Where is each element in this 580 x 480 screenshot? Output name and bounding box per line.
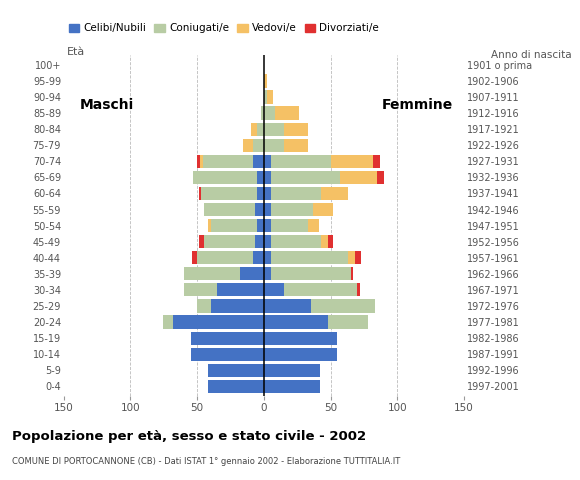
Bar bbox=[350, 267, 353, 280]
Bar bbox=[217, 283, 264, 297]
Bar bbox=[340, 171, 377, 184]
Bar bbox=[201, 187, 257, 200]
Bar bbox=[257, 219, 264, 232]
Bar bbox=[251, 122, 257, 136]
Text: Età: Età bbox=[67, 47, 85, 57]
Bar bbox=[162, 315, 173, 329]
Bar bbox=[264, 90, 267, 104]
Bar bbox=[374, 155, 380, 168]
Bar bbox=[264, 122, 284, 136]
Bar bbox=[190, 348, 264, 361]
Bar bbox=[204, 203, 255, 216]
Bar bbox=[328, 235, 334, 248]
Bar bbox=[270, 251, 348, 264]
Bar bbox=[257, 122, 264, 136]
Bar bbox=[264, 364, 320, 377]
Bar bbox=[264, 219, 270, 232]
Bar bbox=[211, 219, 257, 232]
Bar bbox=[284, 122, 308, 136]
Bar bbox=[200, 155, 202, 168]
Text: Maschi: Maschi bbox=[79, 98, 133, 112]
Bar bbox=[308, 219, 318, 232]
Text: COMUNE DI PORTOCANNONE (CB) - Dati ISTAT 1° gennaio 2002 - Elaborazione TUTTITAL: COMUNE DI PORTOCANNONE (CB) - Dati ISTAT… bbox=[12, 457, 400, 466]
Bar bbox=[357, 283, 360, 297]
Bar bbox=[264, 107, 274, 120]
Text: Femmine: Femmine bbox=[382, 98, 453, 112]
Bar bbox=[242, 139, 253, 152]
Bar bbox=[184, 283, 217, 297]
Bar bbox=[267, 90, 273, 104]
Bar bbox=[264, 203, 270, 216]
Bar bbox=[264, 300, 311, 312]
Bar bbox=[331, 155, 374, 168]
Bar bbox=[253, 155, 264, 168]
Bar bbox=[270, 203, 313, 216]
Bar bbox=[264, 315, 328, 329]
Bar bbox=[255, 235, 264, 248]
Bar bbox=[313, 203, 334, 216]
Bar bbox=[255, 203, 264, 216]
Bar bbox=[264, 139, 284, 152]
Bar bbox=[270, 171, 340, 184]
Bar bbox=[173, 315, 264, 329]
Bar bbox=[198, 187, 201, 200]
Bar bbox=[311, 300, 375, 312]
Bar bbox=[270, 187, 321, 200]
Bar bbox=[270, 155, 331, 168]
Bar bbox=[253, 251, 264, 264]
Bar bbox=[284, 139, 308, 152]
Bar bbox=[284, 283, 357, 297]
Bar bbox=[197, 155, 200, 168]
Bar bbox=[240, 267, 264, 280]
Bar bbox=[197, 300, 211, 312]
Bar bbox=[261, 107, 264, 120]
Bar bbox=[328, 315, 368, 329]
Bar bbox=[211, 300, 264, 312]
Bar bbox=[264, 283, 284, 297]
Text: Anno di nascita: Anno di nascita bbox=[491, 50, 571, 60]
Bar bbox=[270, 235, 321, 248]
Bar bbox=[208, 219, 211, 232]
Bar bbox=[257, 187, 264, 200]
Bar bbox=[354, 251, 361, 264]
Bar bbox=[184, 267, 240, 280]
Bar bbox=[377, 171, 384, 184]
Bar bbox=[253, 139, 264, 152]
Bar bbox=[321, 235, 328, 248]
Bar bbox=[264, 251, 270, 264]
Bar bbox=[193, 171, 257, 184]
Legend: Celibi/Nubili, Coniugati/e, Vedovi/e, Divorziati/e: Celibi/Nubili, Coniugati/e, Vedovi/e, Di… bbox=[67, 21, 381, 36]
Bar bbox=[202, 155, 253, 168]
Bar bbox=[348, 251, 354, 264]
Bar bbox=[264, 267, 270, 280]
Bar bbox=[264, 348, 337, 361]
Bar bbox=[270, 219, 308, 232]
Bar bbox=[190, 332, 264, 345]
Text: Popolazione per età, sesso e stato civile - 2002: Popolazione per età, sesso e stato civil… bbox=[12, 430, 366, 443]
Bar bbox=[321, 187, 348, 200]
Bar bbox=[264, 74, 267, 87]
Bar bbox=[264, 187, 270, 200]
Bar bbox=[257, 171, 264, 184]
Bar bbox=[204, 235, 255, 248]
Bar bbox=[274, 107, 299, 120]
Bar bbox=[264, 332, 337, 345]
Bar bbox=[192, 251, 197, 264]
Bar bbox=[208, 380, 264, 393]
Bar bbox=[264, 380, 320, 393]
Bar bbox=[197, 251, 253, 264]
Bar bbox=[264, 235, 270, 248]
Bar bbox=[264, 171, 270, 184]
Bar bbox=[264, 155, 270, 168]
Bar bbox=[208, 364, 264, 377]
Bar bbox=[270, 267, 350, 280]
Bar bbox=[198, 235, 204, 248]
